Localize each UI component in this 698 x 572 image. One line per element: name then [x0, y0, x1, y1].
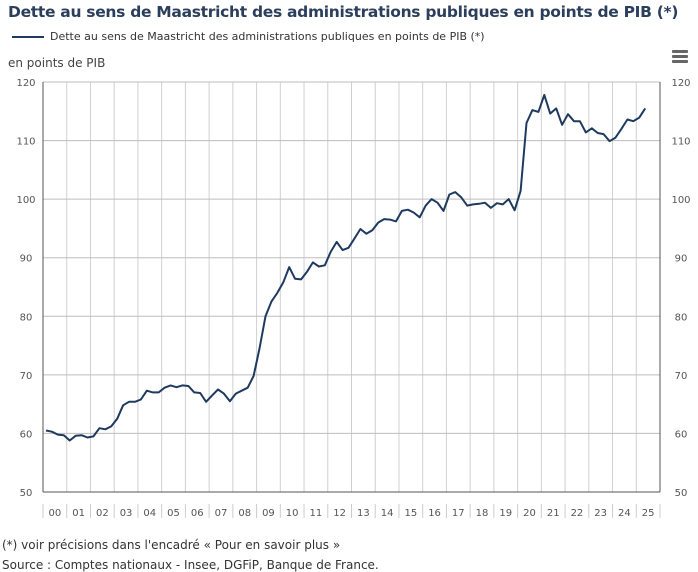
x-tick-label: 07 [215, 508, 228, 519]
y-tick-label-right: 120 [671, 78, 690, 89]
legend-item[interactable]: Dette au sens de Maastricht des administ… [12, 30, 485, 43]
hamburger-menu-icon[interactable] [672, 50, 688, 65]
y-tick-label-left: 60 [20, 429, 33, 440]
x-tick-label: 10 [286, 508, 299, 519]
x-tick-label: 23 [594, 508, 607, 519]
series-line-dette-maastricht [45, 93, 647, 442]
x-tick-label: 17 [452, 508, 465, 519]
x-tick-label: 03 [120, 508, 133, 519]
y-tick-label-left: 70 [20, 371, 33, 382]
x-tick-label: 20 [523, 508, 536, 519]
x-tick-label: 22 [571, 508, 584, 519]
y-tick-label-left: 90 [20, 254, 33, 265]
x-tick-label: 14 [381, 508, 394, 519]
y-tick-label-right: 60 [675, 429, 688, 440]
y-axis-label: en points de PIB [8, 56, 106, 70]
y-tick-label-left: 100 [16, 195, 35, 206]
y-tick-label-right: 110 [671, 137, 690, 148]
x-tick-label: 21 [547, 508, 560, 519]
x-tick-label: 09 [262, 508, 275, 519]
x-tick-label: 15 [404, 508, 417, 519]
x-tick-label: 11 [310, 508, 323, 519]
x-tick-label: 25 [642, 508, 655, 519]
x-tick-label: 04 [143, 508, 156, 519]
x-tick-label: 24 [618, 508, 631, 519]
x-tick-label: 16 [428, 508, 441, 519]
x-tick-label: 12 [333, 508, 346, 519]
y-tick-label-right: 70 [675, 371, 688, 382]
legend-line-swatch [12, 35, 44, 38]
y-tick-label-left: 120 [16, 78, 35, 89]
x-tick-label: 08 [238, 508, 251, 519]
y-tick-label-right: 80 [675, 312, 688, 323]
x-tick-label: 02 [96, 508, 109, 519]
x-tick-label: 18 [476, 508, 489, 519]
x-tick-label: 19 [499, 508, 512, 519]
chart-title: Dette au sens de Maastricht des administ… [8, 3, 679, 21]
y-tick-label-left: 80 [20, 312, 33, 323]
y-tick-label-left: 50 [20, 488, 33, 499]
y-tick-label-right: 100 [671, 195, 690, 206]
x-tick-label: 13 [357, 508, 370, 519]
legend-label: Dette au sens de Maastricht des administ… [50, 30, 485, 43]
x-tick-label: 01 [72, 508, 85, 519]
x-tick-label: 05 [167, 508, 180, 519]
y-tick-label-right: 50 [675, 488, 688, 499]
x-tick-label: 00 [48, 508, 61, 519]
y-tick-label-left: 110 [16, 137, 35, 148]
y-tick-label-right: 90 [675, 254, 688, 265]
x-tick-label: 06 [191, 508, 204, 519]
source-note: Source : Comptes nationaux - Insee, DGFi… [2, 558, 379, 572]
footnote: (*) voir précisions dans l'encadré « Pou… [2, 538, 341, 552]
